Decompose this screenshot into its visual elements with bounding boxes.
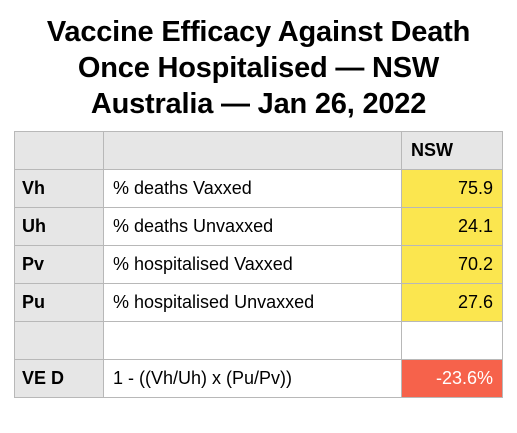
result-code-cell[interactable]: VE D bbox=[14, 359, 104, 398]
table-row: Uh % deaths Unvaxxed 24.1 bbox=[14, 207, 503, 246]
efficacy-table: NSW Vh % deaths Vaxxed 75.9 Uh % deaths … bbox=[14, 131, 503, 398]
title-line-3: Australia — Jan 26, 2022 bbox=[90, 88, 427, 120]
row-description-cell[interactable]: % hospitalised Unvaxxed bbox=[103, 283, 402, 322]
row-description-cell[interactable]: % deaths Vaxxed bbox=[103, 169, 402, 208]
row-code-cell[interactable]: Pu bbox=[14, 283, 104, 322]
row-value-cell[interactable]: 27.6 bbox=[401, 283, 503, 322]
header-cell-nsw[interactable]: NSW bbox=[401, 131, 503, 170]
table-row: Vh % deaths Vaxxed 75.9 bbox=[14, 169, 503, 208]
row-value-cell[interactable]: 75.9 bbox=[401, 169, 503, 208]
row-value-cell[interactable]: 70.2 bbox=[401, 245, 503, 284]
row-code-cell[interactable] bbox=[14, 321, 104, 360]
row-code-cell[interactable]: Vh bbox=[14, 169, 104, 208]
title-line-2: Once Hospitalised — NSW bbox=[77, 52, 440, 84]
result-value-cell[interactable]: -23.6% bbox=[401, 359, 503, 398]
row-description-cell[interactable]: % deaths Unvaxxed bbox=[103, 207, 402, 246]
row-description-cell[interactable] bbox=[103, 321, 402, 360]
row-code-cell[interactable]: Uh bbox=[14, 207, 104, 246]
table-header-row: NSW bbox=[14, 131, 503, 170]
table-row-empty bbox=[14, 321, 503, 360]
table-row: Pv % hospitalised Vaxxed 70.2 bbox=[14, 245, 503, 284]
row-value-cell[interactable]: 24.1 bbox=[401, 207, 503, 246]
title-line-1: Vaccine Efficacy Against Death bbox=[46, 16, 471, 48]
table-row-result: VE D 1 - ((Vh/Uh) x (Pu/Pv)) -23.6% bbox=[14, 359, 503, 398]
row-description-cell[interactable]: % hospitalised Vaxxed bbox=[103, 245, 402, 284]
table-row: Pu % hospitalised Unvaxxed 27.6 bbox=[14, 283, 503, 322]
row-code-cell[interactable]: Pv bbox=[14, 245, 104, 284]
row-value-cell[interactable] bbox=[401, 321, 503, 360]
result-formula-cell[interactable]: 1 - ((Vh/Uh) x (Pu/Pv)) bbox=[103, 359, 402, 398]
header-cell-code[interactable] bbox=[14, 131, 104, 170]
header-cell-description[interactable] bbox=[103, 131, 402, 170]
page-title: Vaccine Efficacy Against Death Once Hosp… bbox=[0, 14, 517, 122]
